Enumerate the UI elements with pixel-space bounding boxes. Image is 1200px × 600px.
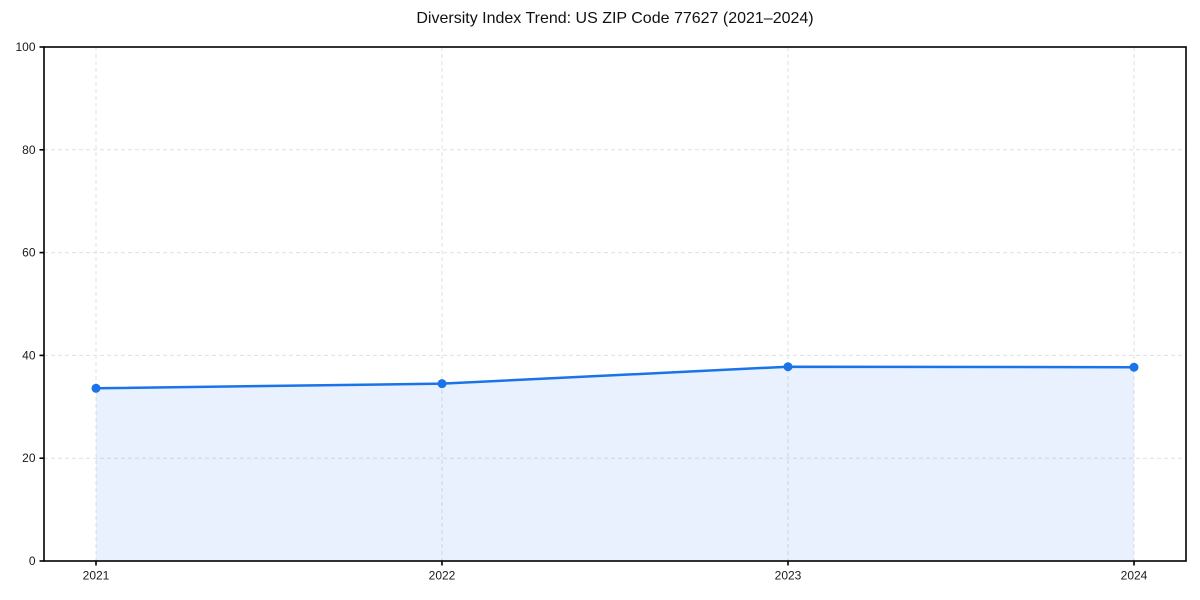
data-point-marker <box>437 379 447 389</box>
x-tick-label: 2022 <box>429 569 456 583</box>
y-tick-label: 80 <box>22 143 36 157</box>
trend-line <box>94 365 1136 390</box>
x-tick-label: 2021 <box>83 569 110 583</box>
chart-title: Diversity Index Trend: US ZIP Code 77627… <box>416 10 814 27</box>
area-fill <box>96 366 1134 561</box>
x-tick-label: 2024 <box>1121 569 1148 583</box>
data-point-marker <box>1129 362 1139 372</box>
x-tick-label: 2023 <box>775 569 802 583</box>
y-tick-label: 0 <box>29 554 36 568</box>
data-point-marker <box>783 362 793 372</box>
plot-frame <box>43 46 1187 562</box>
y-tick-label: 60 <box>22 246 36 260</box>
y-tick-label: 20 <box>22 451 36 465</box>
y-tick-label: 40 <box>22 348 36 362</box>
y-tick-label: 100 <box>15 40 35 54</box>
data-point-marker <box>91 383 101 393</box>
